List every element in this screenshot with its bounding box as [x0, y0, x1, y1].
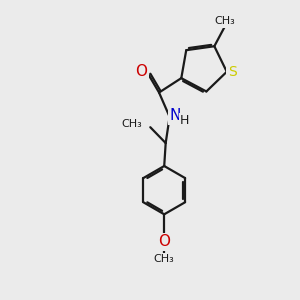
Text: CH₃: CH₃ — [121, 119, 142, 129]
Text: S: S — [228, 65, 236, 79]
Text: H: H — [180, 114, 190, 127]
Text: CH₃: CH₃ — [214, 16, 235, 26]
Text: O: O — [158, 234, 170, 249]
Text: CH₃: CH₃ — [154, 254, 175, 264]
Text: O: O — [135, 64, 147, 79]
Text: N: N — [169, 109, 181, 124]
